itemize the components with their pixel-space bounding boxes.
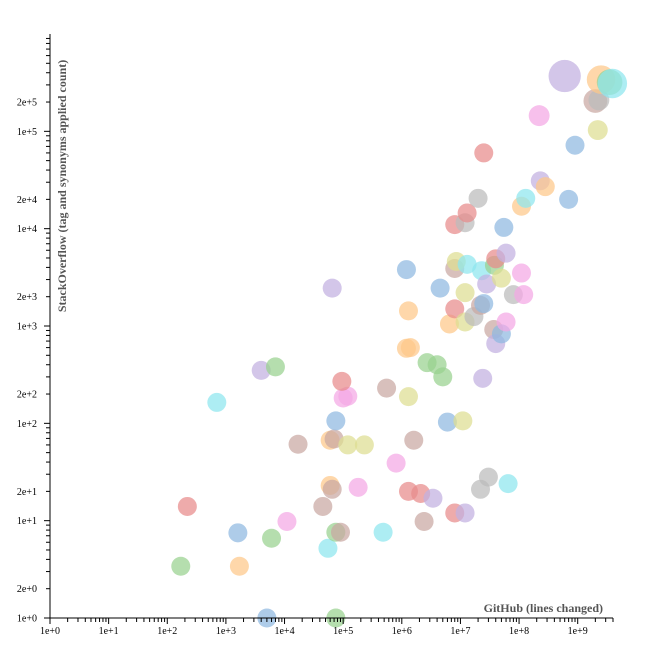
data-point — [457, 254, 477, 274]
x-tick-label: 1e+6 — [392, 626, 412, 637]
data-point — [318, 538, 338, 558]
data-point — [171, 556, 191, 576]
data-point — [338, 386, 358, 406]
data-point — [229, 556, 249, 576]
y-axis: 1e+0 2e+0 1e+1 2e+1 1e+2 2e+2 1e+3 2e+3 1e+4 2e+4… — [17, 34, 51, 625]
data-point — [474, 143, 494, 163]
data-point — [587, 120, 608, 141]
y-tick-label: 1e+0 — [17, 614, 37, 625]
x-tick-label: 1e+8 — [509, 626, 529, 637]
data-point — [207, 392, 227, 412]
y-tick-label: 1e+5 — [17, 127, 37, 138]
data-point — [265, 357, 285, 377]
data-point — [535, 177, 555, 197]
data-point — [457, 203, 477, 223]
bubble-layer — [171, 59, 628, 628]
data-point — [373, 522, 393, 542]
y-tick-label: 1e+1 — [17, 516, 37, 527]
data-point — [494, 217, 514, 237]
data-point — [330, 522, 350, 542]
y-tick-label: 2e+1 — [17, 487, 37, 498]
y-tick-label: 1e+2 — [17, 419, 37, 430]
data-point — [477, 274, 497, 294]
data-point — [439, 314, 459, 334]
data-point — [437, 412, 457, 432]
data-point — [528, 105, 550, 127]
data-point — [398, 387, 418, 407]
x-axis: 1e+0 1e+1 1e+2 1e+3 1e+4 1e+5 1e+6 1e+7 1e+8 1e+9 — [40, 617, 614, 637]
data-point — [404, 430, 424, 450]
x-tick-label: 1e+4 — [274, 626, 294, 637]
x-tick-label: 1e+3 — [216, 626, 236, 637]
y-tick-label: 1e+4 — [17, 224, 37, 235]
x-tick-label: 1e+7 — [450, 626, 470, 637]
data-point — [548, 59, 581, 93]
data-point — [326, 411, 346, 431]
data-point — [322, 479, 342, 499]
data-point — [511, 263, 531, 283]
data-point — [491, 268, 511, 288]
data-point — [288, 434, 308, 454]
data-point — [514, 285, 534, 305]
data-point — [496, 243, 516, 263]
data-point — [597, 68, 628, 99]
x-tick-label: 1e+9 — [568, 626, 588, 637]
x-tick-label: 1e+5 — [333, 626, 353, 637]
y-tick-label: 2e+3 — [17, 292, 37, 303]
data-point — [455, 503, 475, 523]
data-point — [423, 488, 443, 508]
data-point — [496, 312, 516, 332]
data-point — [414, 512, 434, 532]
y-tick-label: 2e+4 — [17, 195, 37, 206]
y-tick-label: 1e+3 — [17, 322, 37, 333]
y-tick-label: 2e+0 — [17, 584, 37, 595]
data-point — [377, 378, 397, 398]
data-point — [433, 367, 453, 387]
data-point — [565, 135, 585, 155]
data-point — [468, 188, 488, 208]
data-point — [354, 435, 374, 455]
data-point — [400, 338, 420, 358]
x-tick-label: 1e+1 — [99, 626, 119, 637]
data-point — [386, 453, 406, 473]
data-point — [177, 496, 197, 516]
x-tick-label: 1e+0 — [40, 626, 60, 637]
data-point — [322, 278, 342, 298]
data-point — [430, 278, 450, 298]
data-point — [228, 523, 248, 543]
data-point — [348, 477, 368, 497]
y-tick-label: 2e+5 — [17, 98, 37, 109]
y-tick-label: 2e+2 — [17, 390, 37, 401]
data-point — [445, 299, 465, 319]
data-point — [559, 189, 579, 209]
x-tick-label: 1e+2 — [157, 626, 177, 637]
data-point — [473, 368, 493, 388]
data-point — [453, 411, 473, 431]
data-point — [338, 435, 358, 455]
data-point — [455, 283, 475, 303]
data-point — [251, 360, 271, 380]
data-point — [474, 294, 494, 314]
data-point — [396, 260, 416, 280]
data-point — [498, 474, 518, 494]
data-point — [332, 371, 352, 391]
data-point — [262, 528, 282, 548]
data-point — [398, 301, 418, 321]
x-axis-title: GitHub (lines changed) — [484, 601, 603, 615]
data-point — [516, 188, 536, 208]
data-point — [478, 467, 498, 487]
y-axis-title: StackOverflow (tag and synonyms applied … — [55, 60, 69, 312]
data-point — [313, 496, 333, 516]
data-point — [277, 512, 297, 532]
